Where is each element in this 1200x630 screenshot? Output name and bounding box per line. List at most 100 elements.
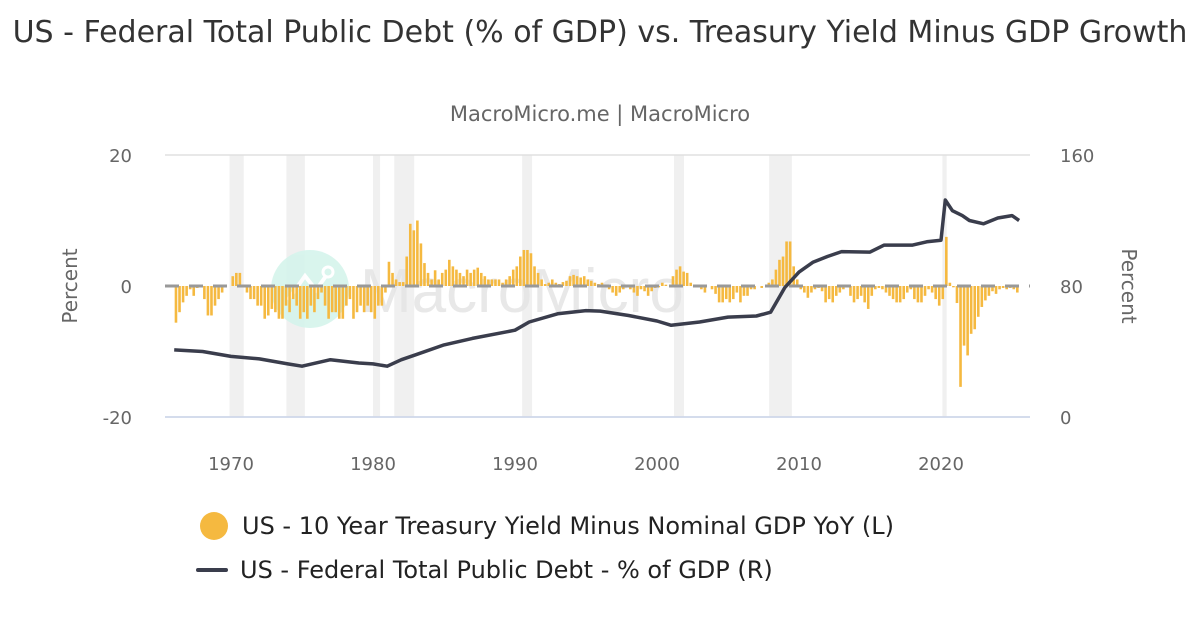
bar [394,279,398,286]
x-tick-1990: 1990 [492,454,538,475]
bar [337,286,341,319]
bar [550,279,554,286]
legend-item-debt[interactable]: US - Federal Total Public Debt - % of GD… [196,556,773,584]
bar [483,276,487,286]
right-tick-80: 80 [1060,277,1083,298]
bar [998,286,1001,290]
bar [728,286,732,303]
bar [213,286,217,306]
bar [888,286,891,296]
bar [614,286,618,296]
bar [721,286,724,303]
bar [664,284,668,286]
bar [192,286,196,296]
line-series-marker-icon [196,568,228,572]
bar [831,286,835,303]
bar [820,286,824,292]
bar [909,286,913,290]
bar [437,279,440,286]
bar [785,241,788,286]
bar [274,286,277,313]
bar [586,279,590,286]
bar [334,286,338,313]
bar [849,286,852,296]
bar-series-marker-icon [200,512,228,540]
bar [508,276,511,286]
bar [259,286,263,306]
bar [554,282,558,286]
bar [575,276,579,286]
x-tick-2010: 2010 [776,454,822,475]
bar [852,286,856,303]
bar [643,286,646,292]
bar [472,269,476,286]
bar [902,286,906,300]
bar [387,261,391,286]
bar [210,286,213,316]
bar [369,286,373,313]
bar [678,266,682,286]
bar [905,286,909,293]
bar [778,259,781,286]
bar [511,269,515,286]
bar [877,286,881,288]
bar [533,266,536,286]
bar [739,286,742,303]
bar [767,282,771,286]
chart-title: US - Federal Total Public Debt (% of GDP… [12,15,1188,50]
bar [803,286,806,293]
bar [799,286,803,290]
bar [465,269,469,286]
bar [540,279,543,286]
bar [895,286,898,303]
bar [810,286,813,293]
x-tick-1980: 1980 [350,454,396,475]
bar [753,286,756,290]
bar [515,266,519,286]
bar [980,286,984,307]
bar [710,286,714,290]
bar [611,286,614,293]
bar [327,286,330,319]
bar [945,236,948,286]
bar [813,286,817,290]
bar [870,286,874,296]
bar [497,279,501,286]
bar [266,286,270,316]
bar [487,279,490,286]
bar [408,223,412,286]
bar [380,286,384,306]
x-tick-2000: 2000 [634,454,680,475]
bar [859,286,863,296]
left-tick-20: 20 [109,146,132,167]
bar [306,286,309,319]
bar [838,286,842,293]
bar [366,286,369,306]
bar [639,286,643,290]
x-tick-1970: 1970 [208,454,254,475]
bar [863,286,866,303]
bar [579,277,582,286]
bar [426,272,430,286]
bar [398,282,401,286]
bar [593,282,597,286]
bar [373,286,377,319]
bar [377,286,380,306]
bar [834,286,838,296]
bar [181,286,185,303]
bar [671,276,675,286]
bar [582,276,586,286]
bar [323,286,327,306]
bar [827,286,831,300]
bar [891,286,895,300]
bar [732,286,735,300]
bar [607,286,611,290]
legend-item-yield-gap[interactable]: US - 10 Year Treasury Yield Minus Nomina… [196,512,894,540]
bar [355,286,359,313]
bar [969,286,973,334]
bar [245,286,249,293]
bar [490,279,494,286]
bar [430,279,433,286]
bar [987,286,991,296]
bar [302,286,306,313]
